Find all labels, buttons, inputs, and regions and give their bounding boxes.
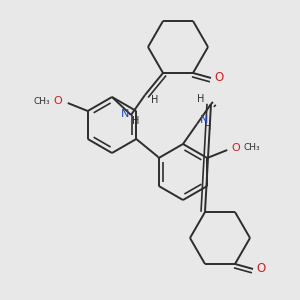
Text: O: O <box>232 143 241 153</box>
Text: N: N <box>121 109 129 119</box>
Text: H: H <box>197 94 205 104</box>
Text: CH₃: CH₃ <box>33 97 50 106</box>
Text: CH₃: CH₃ <box>244 143 261 152</box>
Text: O: O <box>214 71 224 85</box>
Text: O: O <box>53 96 62 106</box>
Text: H: H <box>132 116 140 126</box>
Text: O: O <box>256 262 266 275</box>
Text: N: N <box>200 115 208 125</box>
Text: H: H <box>151 95 159 105</box>
Text: H: H <box>204 122 212 132</box>
